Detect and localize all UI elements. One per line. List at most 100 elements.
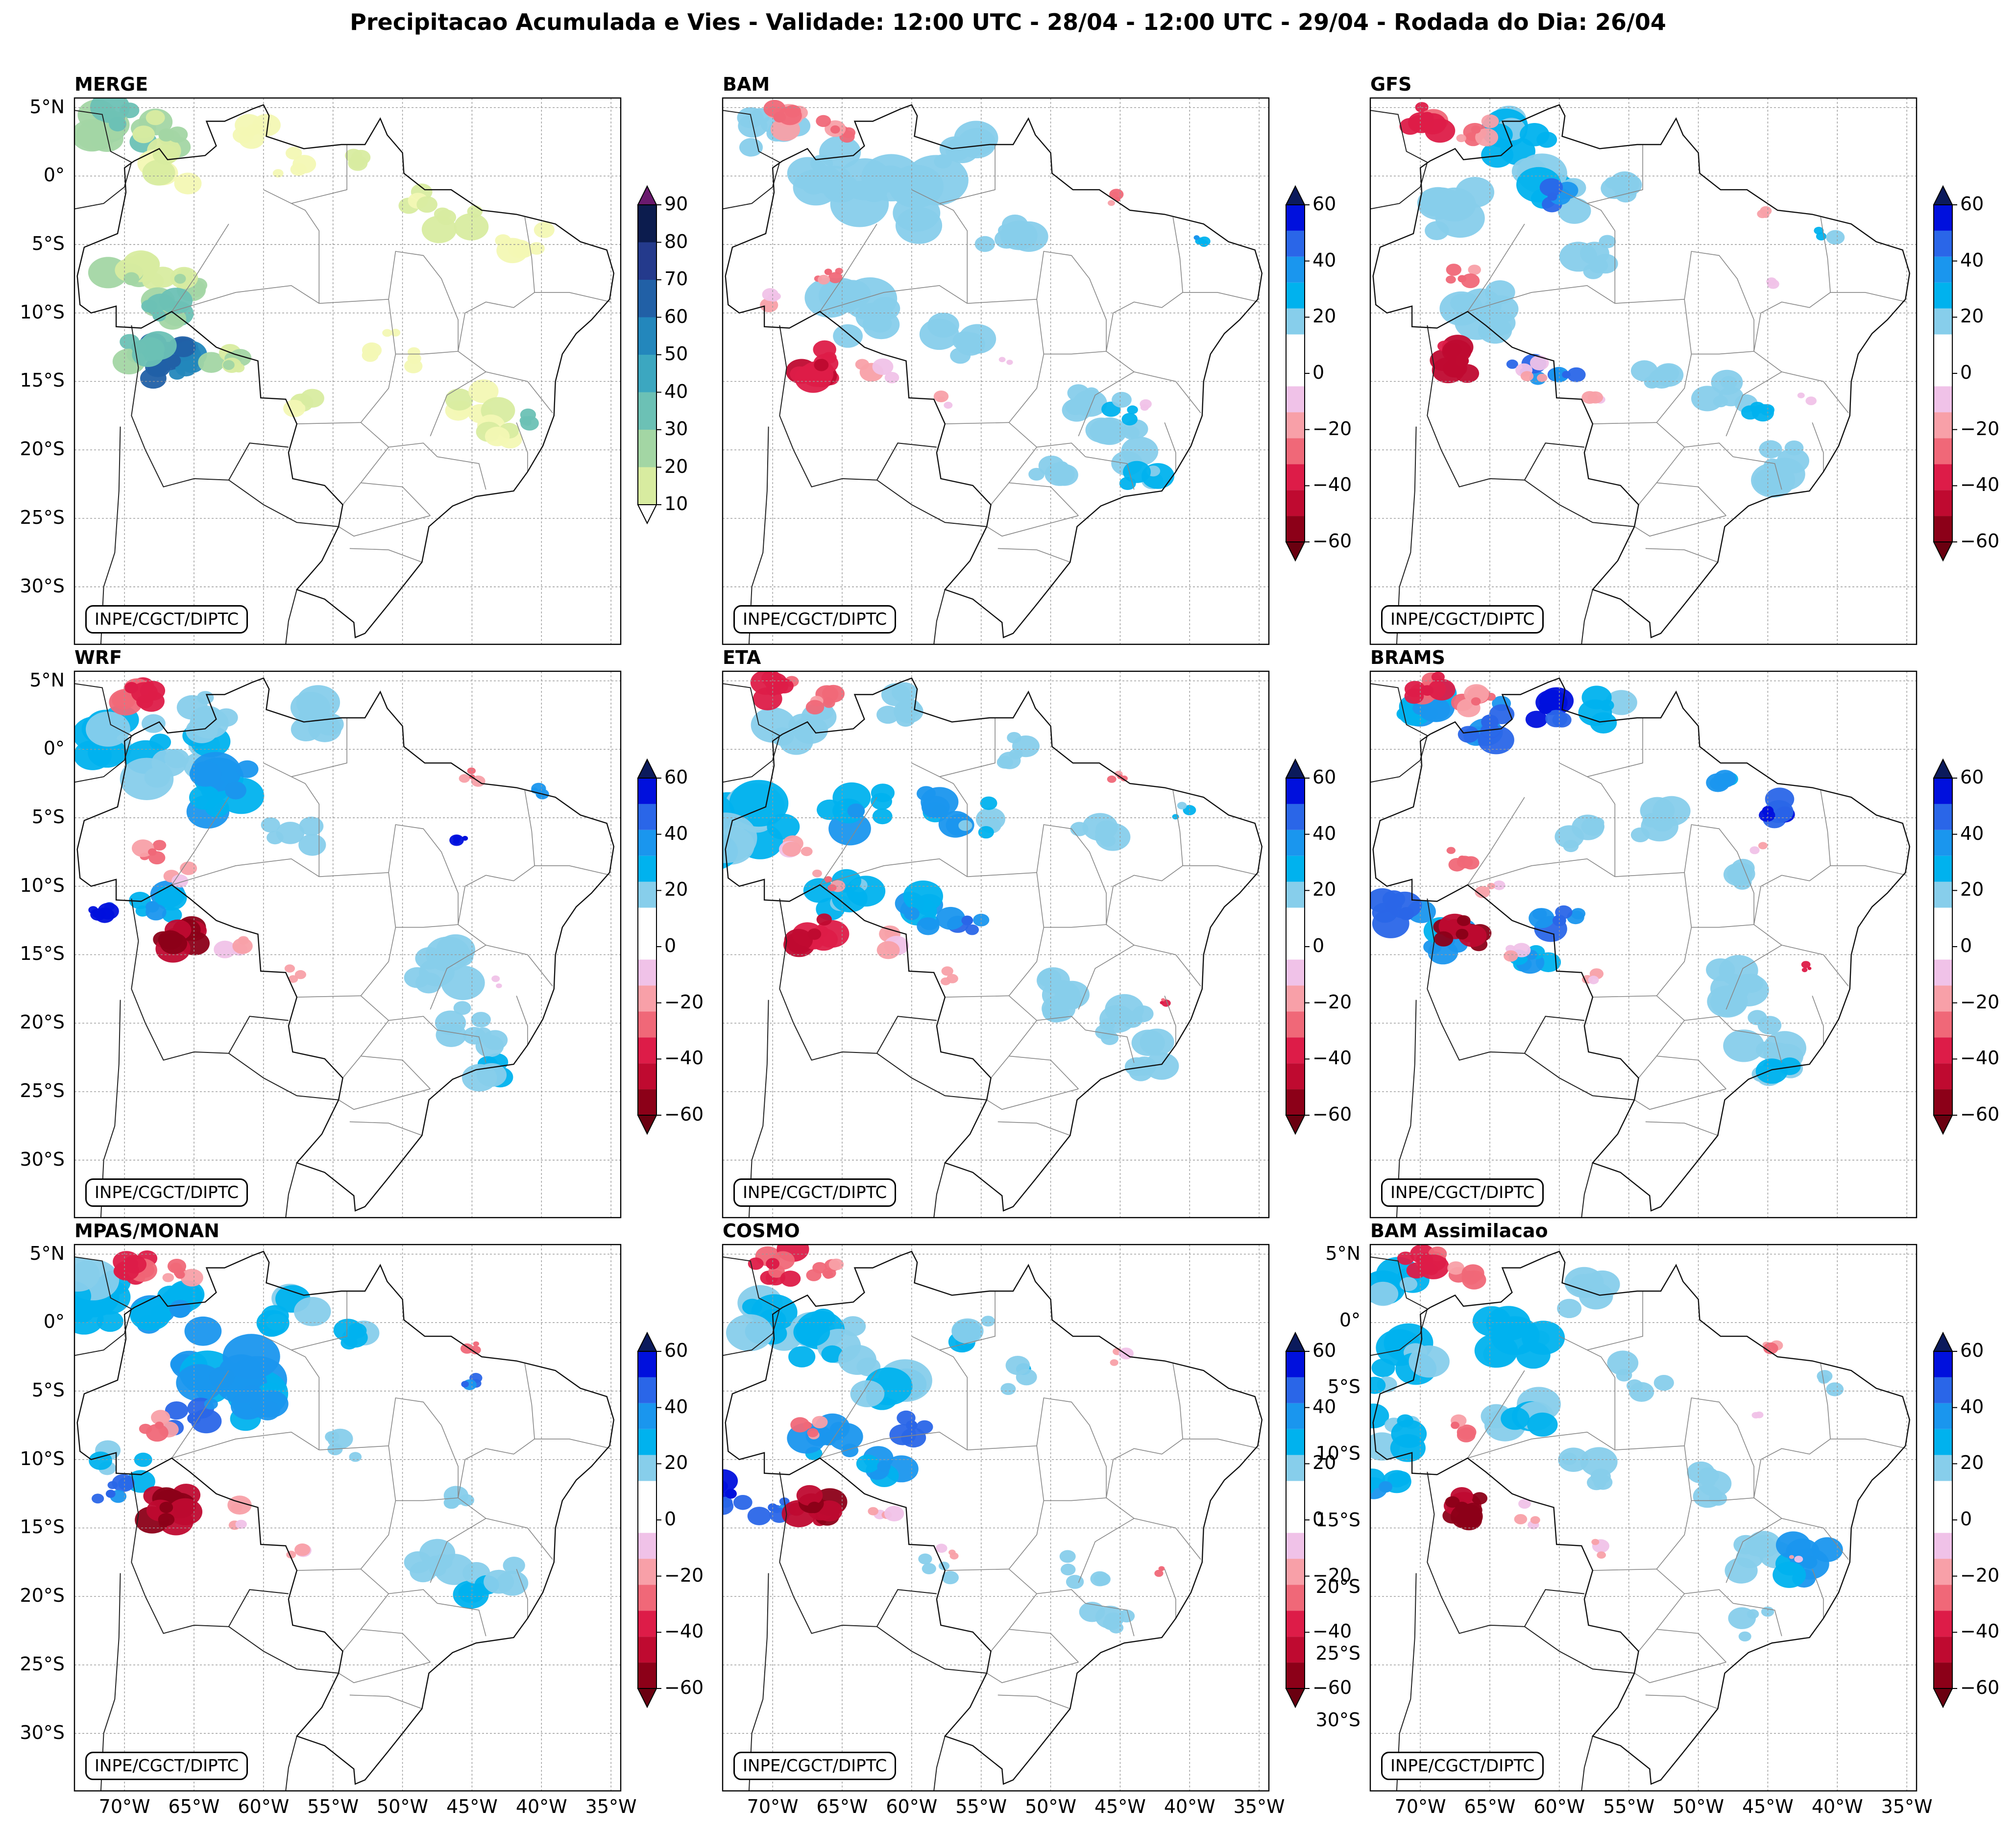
field-patch	[1457, 726, 1480, 743]
field-patch	[1038, 455, 1065, 476]
field-patch	[149, 734, 171, 751]
colorbar-segment	[1286, 830, 1305, 856]
field-patch	[170, 338, 196, 357]
field-patch	[782, 841, 801, 857]
state-border	[1078, 371, 1135, 437]
field-patch	[180, 861, 197, 875]
state-border	[1587, 718, 1643, 777]
lat-tick-label: 5°N	[29, 1242, 65, 1264]
field-patch	[793, 169, 839, 206]
field-patch	[1630, 827, 1650, 842]
colorbar-tick-label: −60	[1960, 530, 2000, 552]
bias-colorbar	[1285, 758, 1310, 1135]
map-panel-5	[722, 670, 1270, 1219]
colorbar-segment	[638, 280, 656, 318]
field-patch	[1484, 280, 1515, 304]
state-border	[1008, 354, 1086, 457]
colorbar-tick-label: 60	[1960, 193, 1984, 215]
field-patch	[129, 1298, 171, 1331]
country-border	[1427, 1471, 1585, 1634]
lon-tick-label: 70°W	[1394, 1796, 1446, 1817]
field-patch	[935, 1543, 947, 1553]
colorbar-segment	[1934, 1403, 1952, 1429]
field-core	[823, 697, 833, 706]
state-border	[1656, 354, 1734, 457]
bias-colorbar	[1285, 1331, 1310, 1709]
colorbar-tick-label: 70	[664, 268, 688, 290]
state-border	[360, 354, 438, 457]
colorbar-extend-arrow	[637, 1688, 657, 1709]
figure-title: Precipitacao Acumulada e Vies - Validade…	[350, 9, 1666, 35]
colorbar-segment	[638, 1455, 656, 1481]
state-border	[1733, 1029, 1782, 1063]
field-patch	[267, 831, 284, 845]
brazil-outline	[1372, 1250, 1911, 1785]
field-core	[462, 835, 468, 841]
field-patch	[162, 907, 182, 923]
field-core	[1193, 235, 1200, 240]
state-border	[911, 189, 968, 304]
field-patch	[1455, 177, 1495, 208]
colorbar-tick-label: 40	[664, 1395, 688, 1418]
field-core	[209, 1367, 235, 1388]
field-patch	[1627, 1379, 1643, 1393]
state-border	[1684, 824, 1754, 925]
colorbar-tick-label: −40	[664, 1620, 704, 1642]
colorbar-segment	[1934, 230, 1952, 257]
lon-tick-label: 40°W	[1164, 1796, 1215, 1817]
field-patch	[232, 938, 253, 954]
country-border	[876, 479, 987, 527]
colorbar-segment	[1286, 205, 1305, 231]
field-patch	[189, 761, 222, 787]
colorbar-segment	[1934, 1663, 1952, 1688]
colorbar-extend-arrow	[1933, 1331, 1953, 1352]
field-patch	[965, 924, 979, 935]
field-patch	[784, 929, 813, 952]
field-patch	[1758, 842, 1768, 850]
lat-tick-label: 0°	[43, 1311, 65, 1333]
field-patch	[872, 808, 893, 825]
field-patch	[1161, 998, 1166, 1002]
lon-tick-label: 50°W	[1673, 1796, 1725, 1817]
colorbar-tick-label: 80	[664, 230, 688, 252]
field-patch	[1563, 840, 1579, 853]
field-patch	[471, 1012, 491, 1027]
map-frame	[73, 97, 622, 645]
colorbar-tick-label: −20	[1312, 417, 1352, 440]
bias-colorbar	[1933, 185, 1957, 562]
field-patch	[1425, 221, 1449, 241]
lat-tick-label: 5°N	[29, 669, 65, 691]
field-patch	[171, 874, 189, 888]
field-patch	[1826, 1382, 1844, 1396]
colorbar-segment	[1286, 230, 1305, 257]
field-patch	[871, 297, 900, 320]
map-panel-6	[1369, 670, 1918, 1219]
field-patch	[868, 1507, 878, 1516]
field-patch	[737, 107, 764, 128]
bias-colorbar	[1933, 1331, 1957, 1709]
lon-tick-label: 55°W	[307, 1796, 359, 1817]
lon-tick-label: 65°W	[816, 1796, 868, 1817]
field-patch	[1651, 814, 1674, 832]
state-border	[1656, 1500, 1734, 1604]
field-core	[105, 1490, 116, 1498]
field-patch	[1814, 226, 1824, 235]
state-border	[939, 145, 996, 204]
field-patch	[790, 1417, 810, 1433]
colorbar-tick-label: 20	[1312, 879, 1336, 901]
field-patch	[294, 970, 307, 979]
colorbar-segment	[638, 317, 656, 355]
field-patch	[407, 353, 421, 364]
lat-tick-label: 5°N	[1325, 1243, 1360, 1264]
country-border	[285, 1162, 297, 1218]
lat-tick-label: 5°S	[1327, 1376, 1360, 1397]
field-patch	[112, 1474, 135, 1492]
country-border	[285, 589, 297, 644]
field-patch	[261, 817, 280, 833]
field-patch	[1382, 890, 1406, 908]
field-patch	[1706, 958, 1735, 981]
field-patch	[293, 1296, 331, 1326]
state-border	[388, 251, 459, 351]
field-patch	[491, 975, 500, 982]
field-patch	[816, 913, 832, 926]
